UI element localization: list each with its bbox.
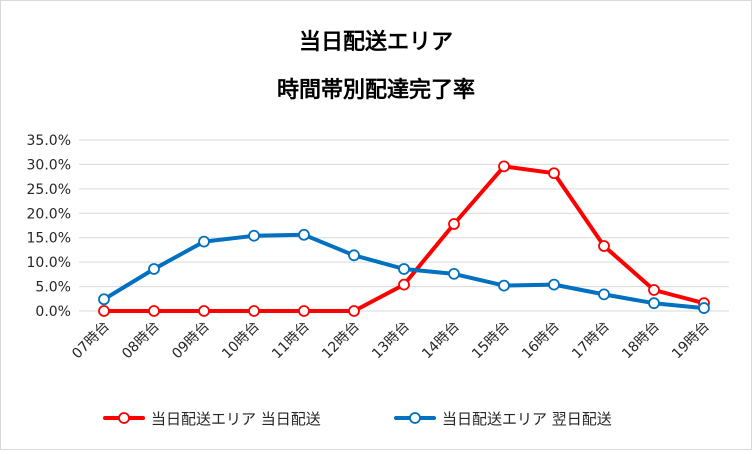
x-tick-label: 18時台 <box>619 319 663 363</box>
legend-marker <box>409 412 421 424</box>
data-point <box>598 288 610 301</box>
x-tick-label: 17時台 <box>569 319 613 363</box>
y-tick-label: 10.0% <box>27 255 71 271</box>
data-point <box>248 229 260 242</box>
data-point <box>248 305 260 317</box>
y-tick-label: 35.0% <box>27 133 71 149</box>
y-tick-label: 20.0% <box>27 206 71 222</box>
data-point <box>498 279 510 292</box>
y-tick-label: 5.0% <box>35 280 71 296</box>
data-point <box>548 167 560 180</box>
legend: 当日配送エリア 当日配送 当日配送エリア 翌日配送 <box>103 410 612 428</box>
data-point <box>448 218 460 230</box>
y-tick-label: 25.0% <box>27 182 71 198</box>
data-point <box>198 235 210 248</box>
x-tick-label: 12時台 <box>319 319 363 363</box>
chart-title-line-2: 時間帯別配達完了率 <box>277 77 475 103</box>
y-tick-label: 30.0% <box>27 157 71 173</box>
x-tick-label: 15時台 <box>469 319 513 363</box>
x-tick-label: 07時台 <box>69 319 113 363</box>
data-point <box>548 278 560 291</box>
x-tick-label: 19時台 <box>669 319 713 363</box>
x-tick-label: 16時台 <box>519 319 563 363</box>
data-point <box>598 240 610 252</box>
data-point <box>198 305 210 317</box>
y-axis: 35.0% 30.0% 25.0% 20.0% 15.0% 10.0% 5.0% 0.0% <box>27 133 71 320</box>
data-point <box>348 305 360 317</box>
data-point <box>398 263 410 275</box>
data-point <box>498 160 510 173</box>
data-point <box>698 302 710 314</box>
data-point <box>648 297 660 310</box>
data-point <box>298 228 310 241</box>
data-point <box>298 305 310 317</box>
data-point <box>448 267 460 280</box>
x-tick-label: 10時台 <box>219 319 263 363</box>
data-point <box>398 278 410 291</box>
x-tick-label: 11時台 <box>269 319 313 363</box>
series-layer <box>98 160 710 317</box>
legend-marker <box>118 412 130 424</box>
x-tick-label: 09時台 <box>169 319 213 363</box>
x-tick-label: 14時台 <box>419 319 463 363</box>
data-point <box>648 284 660 296</box>
legend-label: 当日配送エリア 翌日配送 <box>442 410 612 428</box>
gridlines <box>79 139 729 312</box>
x-tick-label: 08時台 <box>119 319 163 363</box>
legend-label: 当日配送エリア 当日配送 <box>151 410 321 428</box>
x-tick-label: 13時台 <box>369 319 413 363</box>
data-point <box>148 263 160 275</box>
data-point <box>148 305 160 317</box>
x-axis: 07時台 08時台 09時台 10時台 11時台 12時台 13時台 14時台 15時台 16時台… <box>69 319 713 363</box>
chart-title-line-1: 当日配送エリア <box>299 29 453 55</box>
data-point <box>98 305 110 317</box>
y-tick-label: 0.0% <box>35 304 71 320</box>
data-point <box>348 249 360 262</box>
data-point <box>98 293 110 306</box>
y-tick-label: 15.0% <box>27 231 71 247</box>
